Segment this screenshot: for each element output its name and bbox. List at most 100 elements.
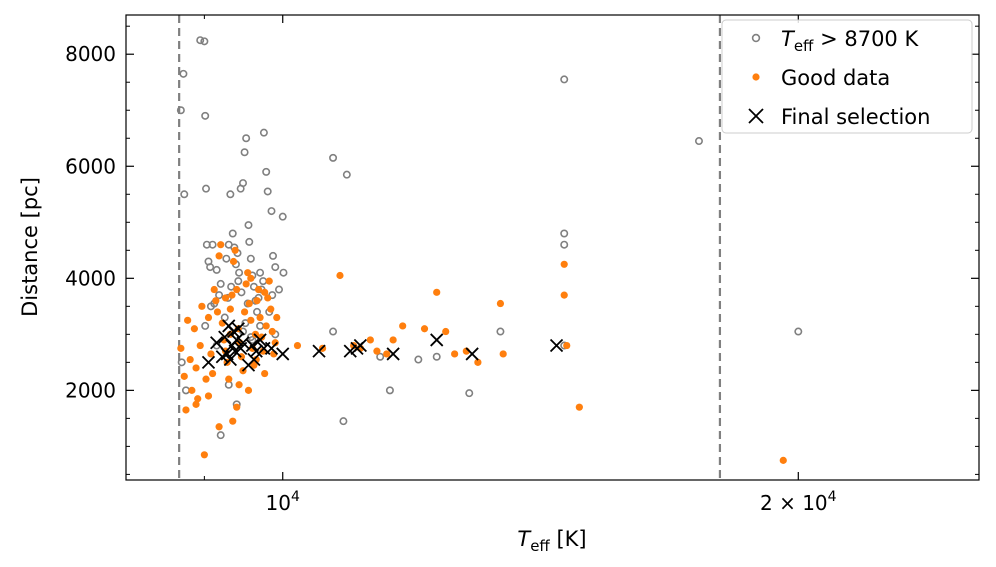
data-point-open [212,265,221,274]
data-point-selected [264,341,279,355]
data-point-open [179,69,188,78]
data-point-good [496,299,505,308]
data-point-good [229,257,238,266]
data-point-good [268,327,276,336]
data-point-good [271,339,279,347]
data-point-open [216,431,225,440]
data-point-good [563,341,571,350]
data-point-good [188,386,196,394]
data-point-open [227,282,236,291]
data-point-good [499,350,507,358]
data-point-good [244,269,252,277]
data-point-open [244,221,253,230]
data-point-good [253,297,261,305]
data-point-good [233,285,241,294]
data-point-open [228,229,237,238]
legend-marker-filled-circle [752,73,760,81]
data-point-good [215,252,223,260]
y-tick-label: 8000 [65,42,116,66]
data-point-open [267,207,276,216]
data-point-open [329,327,338,336]
data-point-open [560,75,569,84]
data-point-open [234,277,243,286]
legend-box [721,19,973,134]
plot-frame [125,14,980,481]
data-point-good [442,327,450,336]
data-point-selected [247,352,261,367]
data-point-selected [549,338,564,353]
data-point-open [180,190,189,199]
data-point-good [265,277,273,285]
data-point-good [235,381,243,389]
data-point-good [192,400,200,408]
data-point-good [264,294,272,302]
data-point-selected [465,347,479,361]
data-point-open [245,237,254,246]
data-point-selected [231,322,245,336]
data-point-good [217,241,225,249]
data-point-good [228,291,236,299]
data-point-good [240,308,249,316]
data-point-open [201,321,210,330]
data-point-good [250,361,258,369]
data-point-selected [276,347,290,361]
legend: Teff > 8700 K Good data Final selection [721,19,973,134]
data-point-open [465,389,474,398]
data-point-open [215,291,224,300]
data-point-good [212,297,220,305]
data-point-open [694,137,703,146]
data-point-good [180,372,188,380]
data-point-good [261,288,269,296]
data-point-open [208,240,217,249]
y-tick-label: 2000 [65,378,116,402]
data-point-good [202,375,210,383]
data-point-good [383,350,391,358]
data-point-open [342,170,351,179]
data-point-open [235,268,244,277]
data-point-good [194,395,202,403]
data-point-open [329,153,338,162]
data-point-good [221,294,230,302]
data-point-good [779,456,787,464]
data-point-good [336,271,344,280]
data-point-open [222,254,231,263]
data-point-open [376,352,385,361]
data-point-open [240,148,249,157]
data-point-good [200,451,208,459]
x-tick-label: 2 × 104 [760,489,837,515]
data-point-good [229,417,237,425]
data-point-good [575,403,583,411]
axis-tick-labels: 2000 4000 6000 8000 104 2 × 104 [65,42,837,515]
data-point-open [262,167,271,176]
data-point-good [210,285,218,294]
data-point-selected [201,355,216,369]
data-point-open [279,268,288,277]
data-point-good [247,316,255,324]
data-point-good [186,355,194,364]
data-point-good [245,299,253,308]
data-point-open [239,179,248,188]
data-point-selected [430,333,444,347]
data-point-selected [253,333,267,347]
data-point-good [208,369,217,378]
data-point-open [339,417,348,426]
data-point-good [207,350,215,358]
data-point-open [200,37,209,46]
series-good-data [177,241,787,464]
data-point-open [242,134,251,143]
data-point-open [385,386,394,395]
data-point-open [269,251,278,260]
data-point-good [420,325,429,333]
x-axis-label: Teff [K] [517,527,586,555]
data-point-open [560,240,569,249]
data-point-open [271,263,280,272]
data-point-open [432,352,441,361]
data-point-good [262,322,270,330]
data-point-good [254,285,263,294]
data-point-good [252,355,260,364]
data-point-good [177,344,185,352]
data-point-good [261,369,269,378]
data-point-good [233,403,241,411]
data-point-open [414,355,423,364]
legend-label-good-data: Good data [781,66,890,90]
